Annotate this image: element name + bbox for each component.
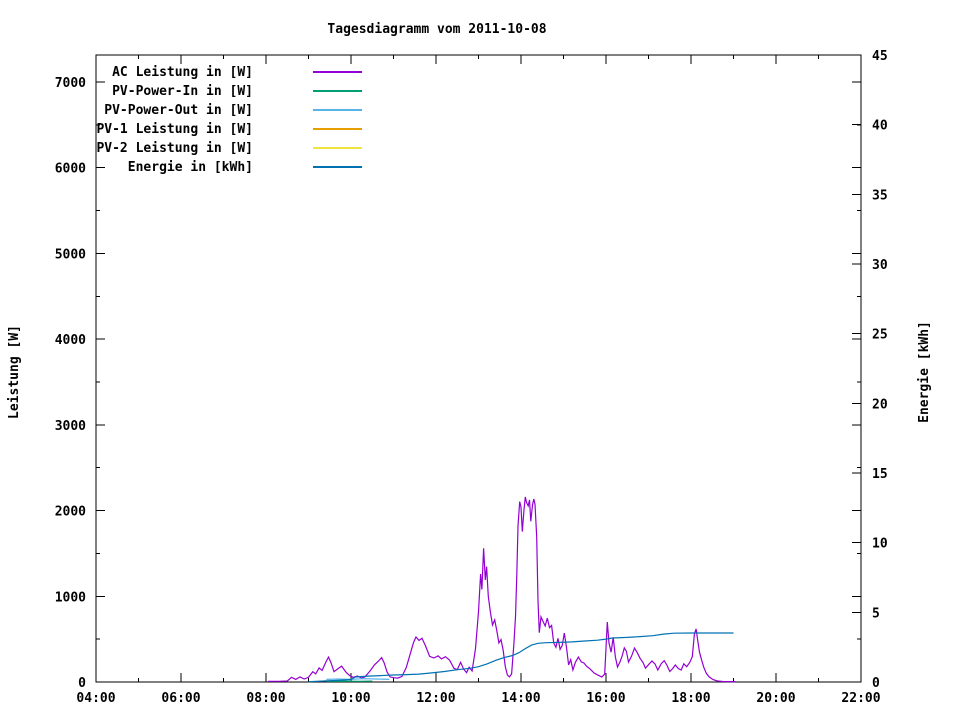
legend-label: AC Leistung in [W] bbox=[112, 65, 253, 80]
x-tick-label: 18:00 bbox=[671, 691, 710, 706]
legend-label: PV-1 Leistung in [W] bbox=[96, 122, 253, 137]
y1-tick-label: 4000 bbox=[55, 333, 86, 348]
legend-item: PV-Power-In in [W] bbox=[0, 80, 362, 99]
legend: AC Leistung in [W] PV-Power-In in [W] PV-P… bbox=[0, 61, 362, 175]
legend-label: PV-2 Leistung in [W] bbox=[96, 141, 253, 156]
y2-tick-label: 35 bbox=[872, 188, 888, 203]
y1-tick-label: 2000 bbox=[55, 505, 86, 520]
y2-tick-label: 20 bbox=[872, 397, 888, 412]
legend-line-sample bbox=[313, 146, 362, 149]
y2-tick-label: 15 bbox=[872, 467, 888, 482]
series-group bbox=[268, 496, 736, 683]
y2-tick-label: 45 bbox=[872, 49, 888, 64]
y1-tick-label: 6000 bbox=[55, 162, 86, 177]
x-tick-label: 06:00 bbox=[161, 691, 200, 706]
y1-tick-label: 7000 bbox=[55, 76, 86, 91]
y2-axis-label: Energie [kWh] bbox=[917, 321, 932, 423]
x-tick-label: 04:00 bbox=[76, 691, 115, 706]
x-tick-label: 22:00 bbox=[841, 691, 880, 706]
legend-line-sample bbox=[313, 127, 362, 130]
series-line-5 bbox=[308, 632, 734, 683]
legend-label: Energie in [kWh] bbox=[127, 160, 253, 175]
legend-line-sample bbox=[313, 89, 362, 92]
x-tick-label: 12:00 bbox=[416, 691, 455, 706]
legend-label: PV-Power-In in [W] bbox=[112, 84, 253, 99]
y2-tick-label: 0 bbox=[872, 676, 880, 691]
x-tick-label: 20:00 bbox=[756, 691, 795, 706]
y2-tick-label: 40 bbox=[872, 119, 888, 134]
legend-line-sample bbox=[313, 108, 362, 111]
y1-tick-label: 0 bbox=[78, 676, 86, 691]
legend-item: PV-1 Leistung in [W] bbox=[0, 118, 362, 137]
x-tick-label: 14:00 bbox=[501, 691, 540, 706]
legend-item: PV-Power-Out in [W] bbox=[0, 99, 362, 118]
y1-axis-label: Leistung [W] bbox=[7, 325, 22, 419]
x-tick-label: 10:00 bbox=[331, 691, 370, 706]
legend-item: AC Leistung in [W] bbox=[0, 61, 362, 80]
chart-title: Tagesdiagramm vom 2011-10-08 bbox=[327, 22, 546, 37]
x-tick-label: 08:00 bbox=[246, 691, 285, 706]
y2-tick-label: 30 bbox=[872, 258, 888, 273]
series-line-2 bbox=[326, 678, 390, 680]
axes: 04:00 06:00 08:00 10:00 12:00 14:00 16:00 18:00… bbox=[55, 49, 888, 706]
series-line-0 bbox=[268, 496, 736, 683]
y2-tick-label: 25 bbox=[872, 328, 888, 343]
y1-tick-label: 5000 bbox=[55, 247, 86, 262]
x-tick-label: 16:00 bbox=[586, 691, 625, 706]
y2-tick-label: 10 bbox=[872, 537, 888, 552]
legend-line-sample bbox=[313, 70, 362, 73]
y1-tick-label: 1000 bbox=[55, 590, 86, 605]
legend-line-sample bbox=[313, 165, 362, 168]
legend-label: PV-Power-Out in [W] bbox=[104, 103, 253, 118]
y2-tick-label: 5 bbox=[872, 606, 880, 621]
y1-tick-label: 3000 bbox=[55, 419, 86, 434]
legend-item: Energie in [kWh] bbox=[0, 156, 362, 175]
legend-item: PV-2 Leistung in [W] bbox=[0, 137, 362, 156]
